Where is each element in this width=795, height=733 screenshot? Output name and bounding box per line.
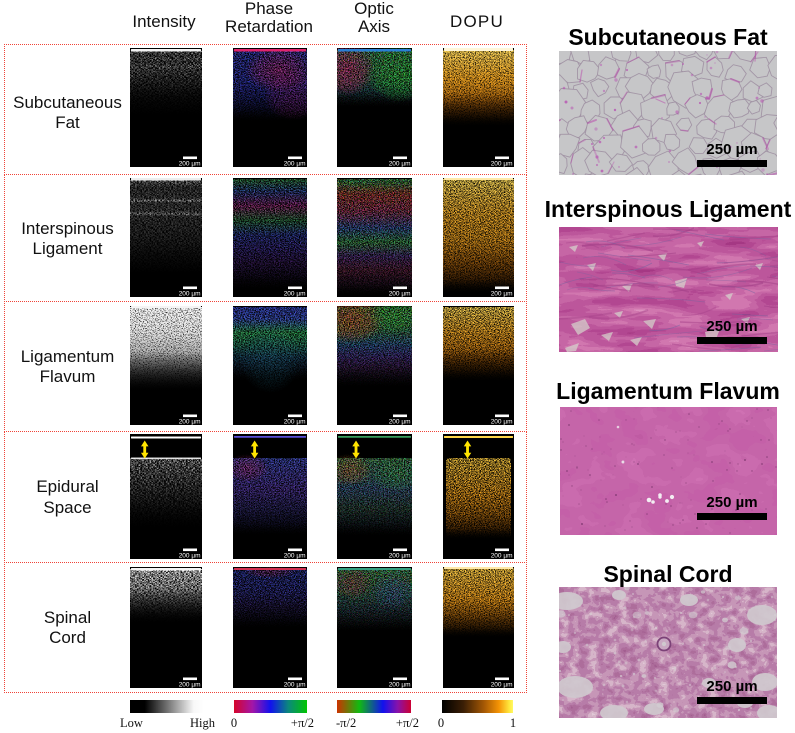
svg-text:200 µm: 200 µm [491,291,513,298]
svg-text:200 µm: 200 µm [284,419,306,426]
svg-text:200 µm: 200 µm [179,682,201,689]
svg-text:200 µm: 200 µm [284,161,306,168]
svg-text:200 µm: 200 µm [284,291,306,298]
svg-text:200 µm: 200 µm [491,161,513,168]
svg-text:200 µm: 200 µm [389,682,411,689]
svg-text:200 µm: 200 µm [284,682,306,689]
svg-text:200 µm: 200 µm [179,161,201,168]
svg-text:200 µm: 200 µm [284,553,306,560]
svg-text:200 µm: 200 µm [491,553,513,560]
svg-text:200 µm: 200 µm [389,553,411,560]
svg-text:200 µm: 200 µm [389,291,411,298]
svg-text:200 µm: 200 µm [491,419,513,426]
svg-text:200 µm: 200 µm [179,291,201,298]
svg-text:200 µm: 200 µm [389,161,411,168]
svg-text:200 µm: 200 µm [179,419,201,426]
svg-text:200 µm: 200 µm [389,419,411,426]
svg-text:200 µm: 200 µm [491,682,513,689]
svg-text:200 µm: 200 µm [179,553,201,560]
